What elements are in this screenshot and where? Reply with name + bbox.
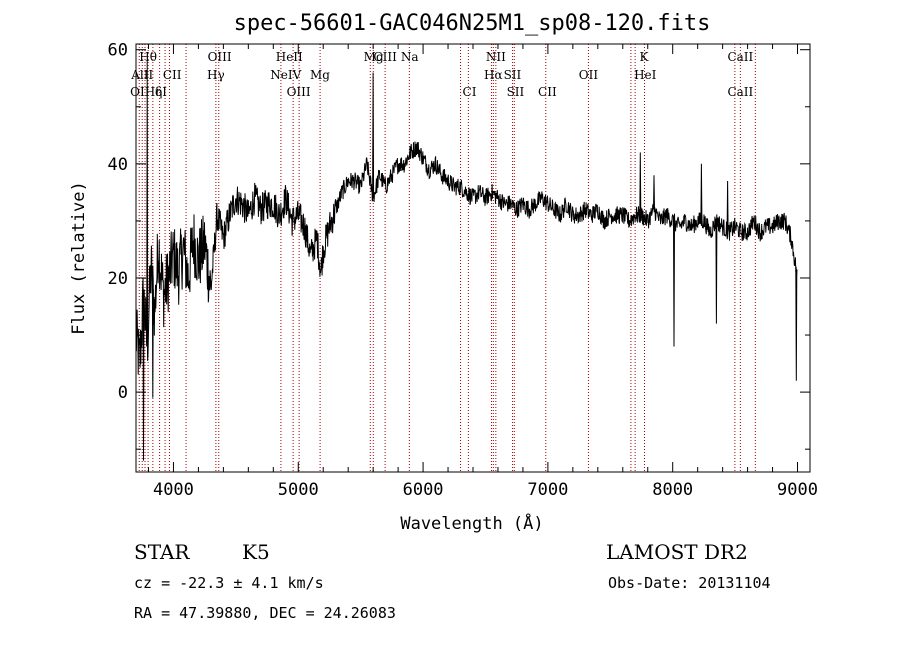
redshift-cz: cz = -22.3 ± 4.1 km/s — [134, 574, 324, 592]
spectral-line-label: Hθ — [139, 50, 157, 64]
spectral-line-label: CIII — [373, 50, 397, 64]
spectral-line-label: δI — [155, 85, 167, 99]
object-class: STAR — [134, 540, 190, 564]
spectrum-spikes — [142, 61, 798, 461]
x-tick-label: 4000 — [153, 480, 194, 500]
spectrum-spike — [146, 61, 149, 347]
spectral-line-label: HeII — [276, 50, 303, 64]
spectral-line-label: OII — [579, 68, 599, 82]
spectral-line-label: AlII — [130, 68, 153, 82]
spectrum-spike — [639, 152, 642, 216]
coordinates: RA = 47.39880, DEC = 24.26083 — [134, 604, 396, 622]
x-tick-label: 8000 — [652, 480, 693, 500]
plot-frame — [135, 43, 811, 473]
spectral-line-label: SII — [507, 85, 525, 99]
spectral-line-label: OIII — [208, 50, 232, 64]
y-axis: 0 20 40 60 — [108, 41, 810, 450]
spectrum-spike — [372, 72, 375, 199]
spectral-line-label: NeIV — [270, 68, 301, 82]
spectral-line-label: HeI — [634, 68, 657, 82]
spectrum-spike — [151, 289, 154, 398]
y-tick-label: 20 — [108, 269, 128, 289]
spectral-line-label: CaII — [727, 50, 753, 64]
spectrum-spike — [726, 180, 729, 232]
spectrum-spike — [673, 221, 675, 347]
spectral-line-label: CI — [463, 85, 477, 99]
y-tick-label: 0 — [118, 383, 128, 403]
spectral-line-label: SII — [504, 68, 522, 82]
chart-title: spec-56601-GAC046N25M1_sp08-120.fits — [234, 11, 711, 36]
spectrum-spike — [142, 295, 145, 461]
spectral-line-label: NII — [486, 50, 506, 64]
spectral-line-label: CII — [538, 85, 557, 99]
spectral-line-label: Mg — [364, 50, 384, 64]
spectral-line-label: K — [640, 50, 650, 64]
spectral-line-label: CII — [163, 68, 182, 82]
spectrum-spike — [795, 269, 798, 381]
spectral-line-label: Na — [401, 50, 419, 64]
spectral-line-label: Hα — [484, 68, 503, 82]
x-tick-label: 5000 — [278, 480, 319, 500]
y-tick-label: 60 — [108, 41, 128, 61]
y-tick-label: 40 — [108, 155, 128, 175]
spectral-line-label: OIII — [287, 85, 311, 99]
x-tick-label: 7000 — [527, 480, 568, 500]
y-axis-label: Flux (relative) — [69, 181, 89, 335]
spectrum-spike — [700, 163, 703, 221]
x-tick-label: 9000 — [777, 480, 818, 500]
spectral-line-label: OIHη — [130, 85, 162, 99]
observation-date: Obs-Date: 20131104 — [608, 574, 771, 592]
x-axis: 4000 5000 6000 7000 8000 9000 — [147, 44, 818, 500]
spectrum-spike — [715, 220, 718, 324]
x-tick-label: 6000 — [403, 480, 444, 500]
x-axis-label: Wavelength (Å) — [400, 512, 543, 534]
spectrum-spike — [653, 175, 655, 210]
spectrum-line — [135, 141, 798, 375]
spectral-line-label: CaII — [727, 85, 753, 99]
spectral-line-label: Mg — [310, 68, 330, 82]
spectral-line-label: Hγ — [207, 68, 225, 82]
survey-release: LAMOST DR2 — [606, 540, 748, 564]
object-subclass: K5 — [242, 540, 270, 564]
spectral-line-markers — [138, 44, 756, 472]
